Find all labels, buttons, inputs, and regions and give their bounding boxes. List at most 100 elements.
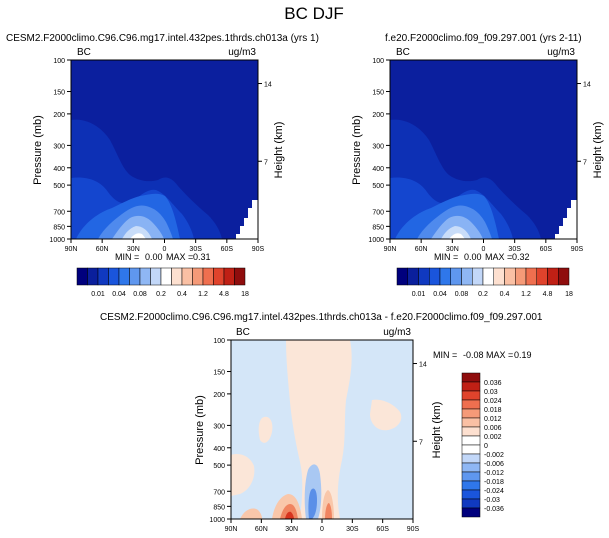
colorbar-label: 0.2 bbox=[478, 291, 488, 298]
colorbar-swatch bbox=[418, 267, 430, 286]
y-tick-label: 150 bbox=[213, 370, 225, 377]
x-tick-label: 0 bbox=[482, 246, 486, 253]
colorbar-label: 4.8 bbox=[543, 291, 553, 298]
panel-difference-ylabel: Pressure (mb) bbox=[194, 395, 206, 465]
x-tick-label: 60S bbox=[221, 246, 234, 253]
y-tick-label: 300 bbox=[213, 423, 225, 430]
x-tick-label: 60N bbox=[415, 246, 428, 253]
y2-tick-label: 14 bbox=[419, 362, 427, 369]
stat-max-label: MAX = bbox=[485, 252, 512, 262]
stat-min-value: -0.08 bbox=[463, 350, 484, 360]
colorbar-swatch bbox=[461, 408, 481, 419]
colorbar-label: 0.018 bbox=[484, 407, 502, 414]
colorbar-swatch bbox=[439, 267, 451, 286]
x-tick-label: 90N bbox=[384, 246, 397, 253]
colorbar-label: 18 bbox=[241, 291, 249, 298]
y-tick-label: 850 bbox=[213, 504, 225, 511]
x-tick-label: 90N bbox=[65, 246, 78, 253]
colorbar-swatch bbox=[213, 267, 225, 286]
figure-title: BC DJF bbox=[284, 4, 344, 23]
field-pos-level3 bbox=[280, 504, 298, 519]
colorbar-label: -0.024 bbox=[484, 488, 504, 495]
colorbar-swatch bbox=[160, 267, 172, 286]
colorbar-swatch bbox=[461, 498, 481, 509]
y2-tick-label: 7 bbox=[419, 439, 423, 446]
field-pos-level4 bbox=[285, 511, 294, 519]
colorbar-label: 18 bbox=[565, 291, 573, 298]
y2-tick-label: 14 bbox=[264, 82, 272, 89]
field-positive-patch bbox=[258, 416, 273, 443]
y-tick-label: 500 bbox=[213, 463, 225, 470]
y-tick-label: 400 bbox=[53, 166, 65, 173]
colorbar-swatch bbox=[450, 267, 462, 286]
colorbar-label: -0.036 bbox=[484, 506, 504, 513]
colorbar-swatch bbox=[76, 267, 88, 286]
colorbar-label: 0.036 bbox=[484, 380, 502, 387]
field-pos-column-core bbox=[325, 503, 332, 519]
field-neg-core bbox=[308, 488, 317, 519]
colorbar-swatch bbox=[461, 507, 481, 518]
y-tick-label: 200 bbox=[372, 112, 384, 119]
y-tick-label: 850 bbox=[53, 224, 65, 231]
colorbar-label: 1.2 bbox=[521, 291, 531, 298]
panel-difference-y2label: Height (km) bbox=[431, 402, 443, 459]
colorbar-model: 0.01 0.04 0.08 0.2 0.4 1.2 4.8 18 bbox=[76, 267, 249, 298]
colorbar-label: 0.006 bbox=[484, 425, 502, 432]
y-tick-label: 700 bbox=[372, 209, 384, 216]
x-tick-label: 60N bbox=[96, 246, 109, 253]
colorbar-swatch bbox=[192, 267, 204, 286]
colorbar-label: -0.002 bbox=[484, 452, 504, 459]
colorbar-swatch bbox=[461, 267, 473, 286]
x-tick-label: 60S bbox=[376, 526, 389, 533]
colorbar-swatch bbox=[536, 267, 548, 286]
x-tick-label: 60N bbox=[255, 526, 268, 533]
y-tick-label: 700 bbox=[53, 209, 65, 216]
panel-difference-stats: MIN = -0.08 MAX = 0.19 bbox=[433, 350, 532, 360]
x-tick-label: 90S bbox=[571, 246, 584, 253]
field-positive-plume bbox=[286, 340, 352, 519]
y-tick-label: 500 bbox=[372, 183, 384, 190]
colorbar-label: 0.08 bbox=[455, 291, 469, 298]
y-tick-label: 500 bbox=[53, 183, 65, 190]
y-tick-label: 300 bbox=[372, 143, 384, 150]
colorbar-label: 1.2 bbox=[198, 291, 208, 298]
colorbar-swatch bbox=[139, 267, 151, 286]
field-contour-peak bbox=[130, 233, 146, 239]
x-tick-label: 90S bbox=[407, 526, 420, 533]
panel-difference-right-label: ug/m3 bbox=[383, 327, 411, 338]
y-tick-label: 200 bbox=[213, 392, 225, 399]
field-topography bbox=[555, 200, 577, 239]
colorbar-swatch bbox=[181, 267, 193, 286]
panel-model-y2label: Height (km) bbox=[273, 122, 285, 179]
panel-model-stats: MIN = 0.00 MAX = 0.31 bbox=[115, 252, 211, 262]
colorbar-label: 0.01 bbox=[91, 291, 105, 298]
y-tick-label: 100 bbox=[372, 58, 384, 65]
colorbar-swatch bbox=[461, 453, 481, 464]
panel-reference: f.e20.F2000climo.f09_f09.297.001 (yrs 2-… bbox=[351, 33, 604, 262]
colorbar-swatch bbox=[515, 267, 527, 286]
colorbar-swatch bbox=[461, 417, 481, 428]
colorbar-swatch bbox=[129, 267, 141, 286]
colorbar-swatch bbox=[396, 267, 408, 286]
panel-reference-y2label: Height (km) bbox=[592, 122, 604, 179]
panel-model-field bbox=[71, 60, 258, 239]
x-tick-label: 30N bbox=[285, 526, 298, 533]
stat-min-label: MIN = bbox=[115, 252, 139, 262]
colorbar-label: 0.01 bbox=[412, 291, 426, 298]
colorbar-swatch bbox=[558, 267, 570, 286]
panel-model-ylabel: Pressure (mb) bbox=[32, 115, 44, 185]
colorbar-swatch bbox=[223, 267, 235, 286]
colorbar-swatch bbox=[504, 267, 516, 286]
colorbar-swatch bbox=[461, 462, 481, 473]
y-tick-label: 1000 bbox=[368, 237, 384, 244]
colorbar-label: 4.8 bbox=[219, 291, 229, 298]
y-tick-label: 850 bbox=[372, 224, 384, 231]
colorbar-swatch bbox=[461, 426, 481, 437]
colorbar-swatch bbox=[461, 372, 481, 383]
colorbar-label: -0.006 bbox=[484, 461, 504, 468]
panel-difference: CESM2.F2000climo.C96.C96.mg17.intel.432p… bbox=[100, 312, 543, 533]
colorbar-swatch bbox=[87, 267, 99, 286]
field-contour-peak bbox=[449, 233, 465, 239]
panel-difference-field bbox=[231, 340, 413, 519]
